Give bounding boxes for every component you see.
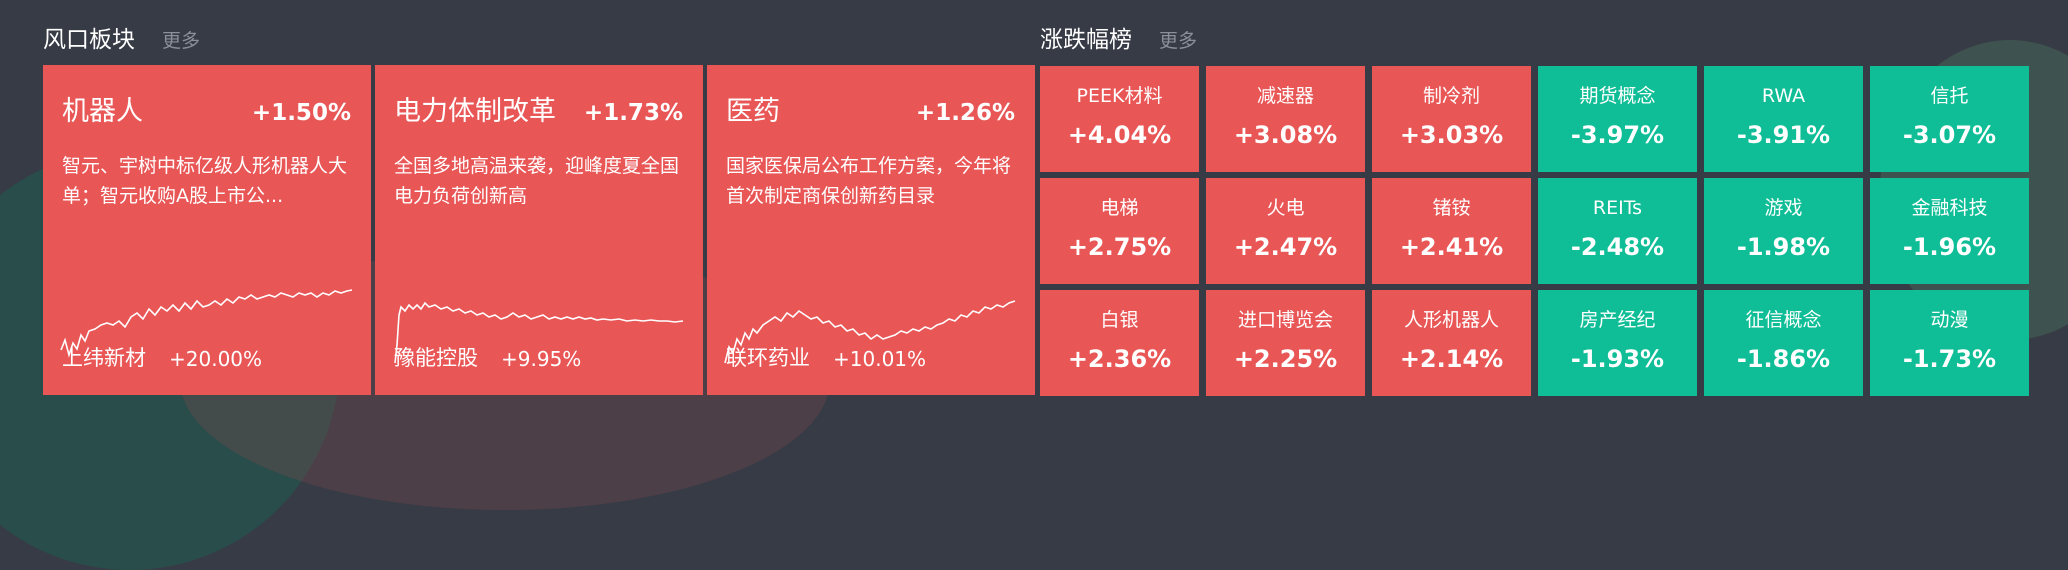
loser-cell[interactable]: 征信概念 -1.86% — [1704, 290, 1863, 396]
loser-cell[interactable]: REITs -2.48% — [1538, 178, 1697, 284]
loser-cell[interactable]: 期货概念 -3.97% — [1538, 66, 1697, 172]
sector-name: 制冷剂 — [1422, 85, 1480, 107]
sector-name: PEEK材料 — [1076, 85, 1163, 107]
sector-change: +1.50% — [251, 100, 351, 126]
leading-stock-change: +20.00% — [169, 347, 263, 371]
gainer-cell[interactable]: 制冷剂 +3.03% — [1372, 66, 1531, 172]
sector-name: 动漫 — [1930, 309, 1969, 331]
sector-name: 锗铵 — [1432, 197, 1471, 219]
sector-description: 国家医保局公布工作方案，今年将首次制定商保创新药目录 — [726, 155, 1012, 207]
sector-name: 白银 — [1100, 309, 1139, 331]
sector-sparkline — [724, 300, 1016, 364]
sector-change: +1.73% — [583, 100, 683, 126]
gainer-cell[interactable]: 锗铵 +2.41% — [1372, 178, 1531, 284]
loser-cell[interactable]: RWA -3.91% — [1704, 66, 1863, 172]
sector-change: +2.41% — [1399, 233, 1504, 261]
leading-stock-name[interactable]: 豫能控股 — [394, 346, 478, 370]
sector-name: 火电 — [1266, 197, 1305, 219]
hot-sectors-title: 风口板块 — [43, 27, 135, 53]
sector-name: 房产经纪 — [1579, 309, 1656, 331]
gainer-cell[interactable]: 火电 +2.47% — [1206, 178, 1365, 284]
sector-change: +4.04% — [1067, 121, 1172, 149]
sector-change: -1.86% — [1736, 345, 1831, 373]
sector-name: 进口博览会 — [1237, 309, 1333, 331]
leading-stock-name[interactable]: 上纬新材 — [62, 346, 146, 370]
sector-change: -1.98% — [1736, 233, 1831, 261]
sector-change: +3.03% — [1399, 121, 1504, 149]
sector-name: 电力体制改革 — [394, 96, 556, 127]
leading-stock-name[interactable]: 联环药业 — [726, 346, 810, 370]
sector-name: 减速器 — [1256, 85, 1314, 107]
sector-change: +2.25% — [1233, 345, 1338, 373]
sector-name: REITs — [1592, 197, 1643, 219]
loser-cell[interactable]: 动漫 -1.73% — [1870, 290, 2029, 396]
sector-change: -1.93% — [1570, 345, 1665, 373]
sector-change: +3.08% — [1233, 121, 1338, 149]
sector-name: 机器人 — [62, 96, 143, 127]
sector-change: +2.75% — [1067, 233, 1172, 261]
leading-stock-change: +9.95% — [501, 347, 582, 371]
leading-stock-change: +10.01% — [833, 347, 927, 371]
gainer-cell[interactable]: 进口博览会 +2.25% — [1206, 290, 1365, 396]
sector-change: +2.14% — [1399, 345, 1504, 373]
sector-change: +2.36% — [1067, 345, 1172, 373]
loser-cell[interactable]: 金融科技 -1.96% — [1870, 178, 2029, 284]
sector-name: 信托 — [1930, 85, 1969, 107]
hot-sector-card-power-reform[interactable]: 电力体制改革 +1.73% 全国多地高温来袭，迎峰度夏全国电力负荷创新高 豫能控… — [375, 65, 703, 395]
sector-name: 医药 — [726, 96, 780, 127]
sector-change: -1.73% — [1902, 345, 1997, 373]
sector-description: 全国多地高温来袭，迎峰度夏全国电力负荷创新高 — [394, 155, 680, 207]
sector-name: 征信概念 — [1745, 309, 1822, 331]
sector-change: -3.97% — [1570, 121, 1665, 149]
sector-name: 期货概念 — [1579, 85, 1656, 107]
sector-change: -1.96% — [1902, 233, 1997, 261]
sector-change: +1.26% — [915, 100, 1015, 126]
loser-cell[interactable]: 房产经纪 -1.93% — [1538, 290, 1697, 396]
loser-cell[interactable]: 游戏 -1.98% — [1704, 178, 1863, 284]
sector-name: 电梯 — [1100, 197, 1139, 219]
sector-change: -3.91% — [1736, 121, 1831, 149]
gainer-cell[interactable]: PEEK材料 +4.04% — [1040, 66, 1199, 172]
ranking-more-link[interactable]: 更多 — [1159, 30, 1198, 52]
sector-change: -3.07% — [1902, 121, 1997, 149]
sector-sparkline — [60, 289, 353, 358]
sector-name: RWA — [1761, 85, 1806, 107]
gainer-cell[interactable]: 减速器 +3.08% — [1206, 66, 1365, 172]
loser-cell[interactable]: 信托 -3.07% — [1870, 66, 2029, 172]
gainer-cell[interactable]: 白银 +2.36% — [1040, 290, 1199, 396]
hot-sector-card-medicine[interactable]: 医药 +1.26% 国家医保局公布工作方案，今年将首次制定商保创新药目录 联环药… — [707, 65, 1035, 395]
hot-sectors-more-link[interactable]: 更多 — [162, 30, 201, 52]
sector-name: 金融科技 — [1911, 197, 1988, 219]
sector-sparkline — [394, 301, 684, 364]
sector-change: -2.48% — [1570, 233, 1665, 261]
sector-change: +2.47% — [1233, 233, 1338, 261]
gainer-cell[interactable]: 人形机器人 +2.14% — [1372, 290, 1531, 396]
hot-sector-card-robot[interactable]: 机器人 +1.50% 智元、宇树中标亿级人形机器人大单；智元收购A股上市公...… — [43, 65, 371, 395]
sector-name: 游戏 — [1764, 197, 1803, 219]
gainer-cell[interactable]: 电梯 +2.75% — [1040, 178, 1199, 284]
sector-name: 人形机器人 — [1403, 309, 1499, 331]
sector-description: 智元、宇树中标亿级人形机器人大单；智元收购A股上市公... — [62, 155, 348, 207]
ranking-title: 涨跌幅榜 — [1040, 27, 1132, 53]
